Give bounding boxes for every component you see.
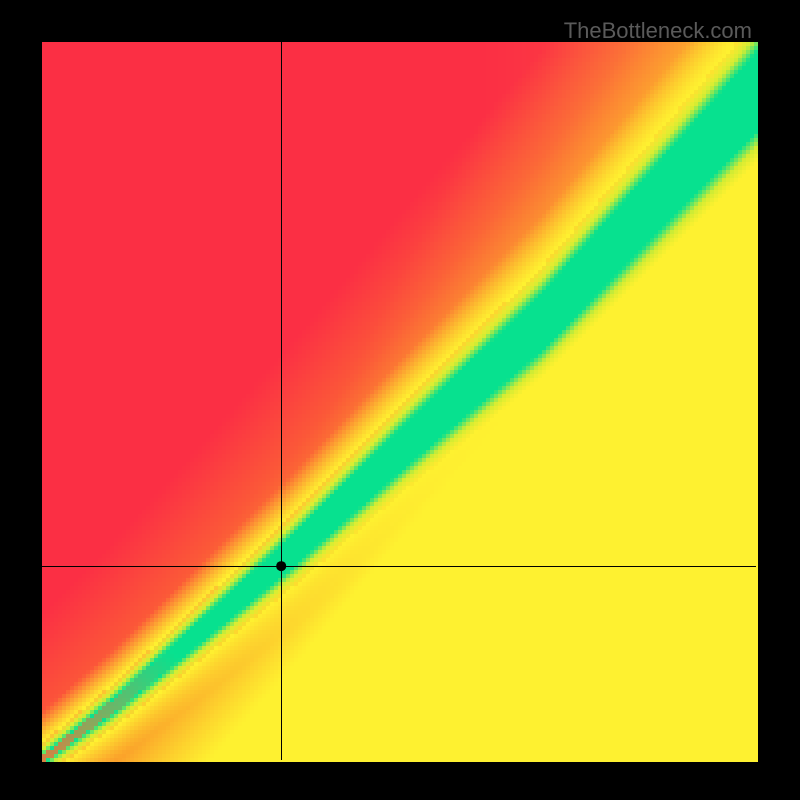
watermark: TheBottleneck.com [564,18,752,44]
chart-container: TheBottleneck.com [0,0,800,800]
heatmap-canvas [0,0,800,800]
